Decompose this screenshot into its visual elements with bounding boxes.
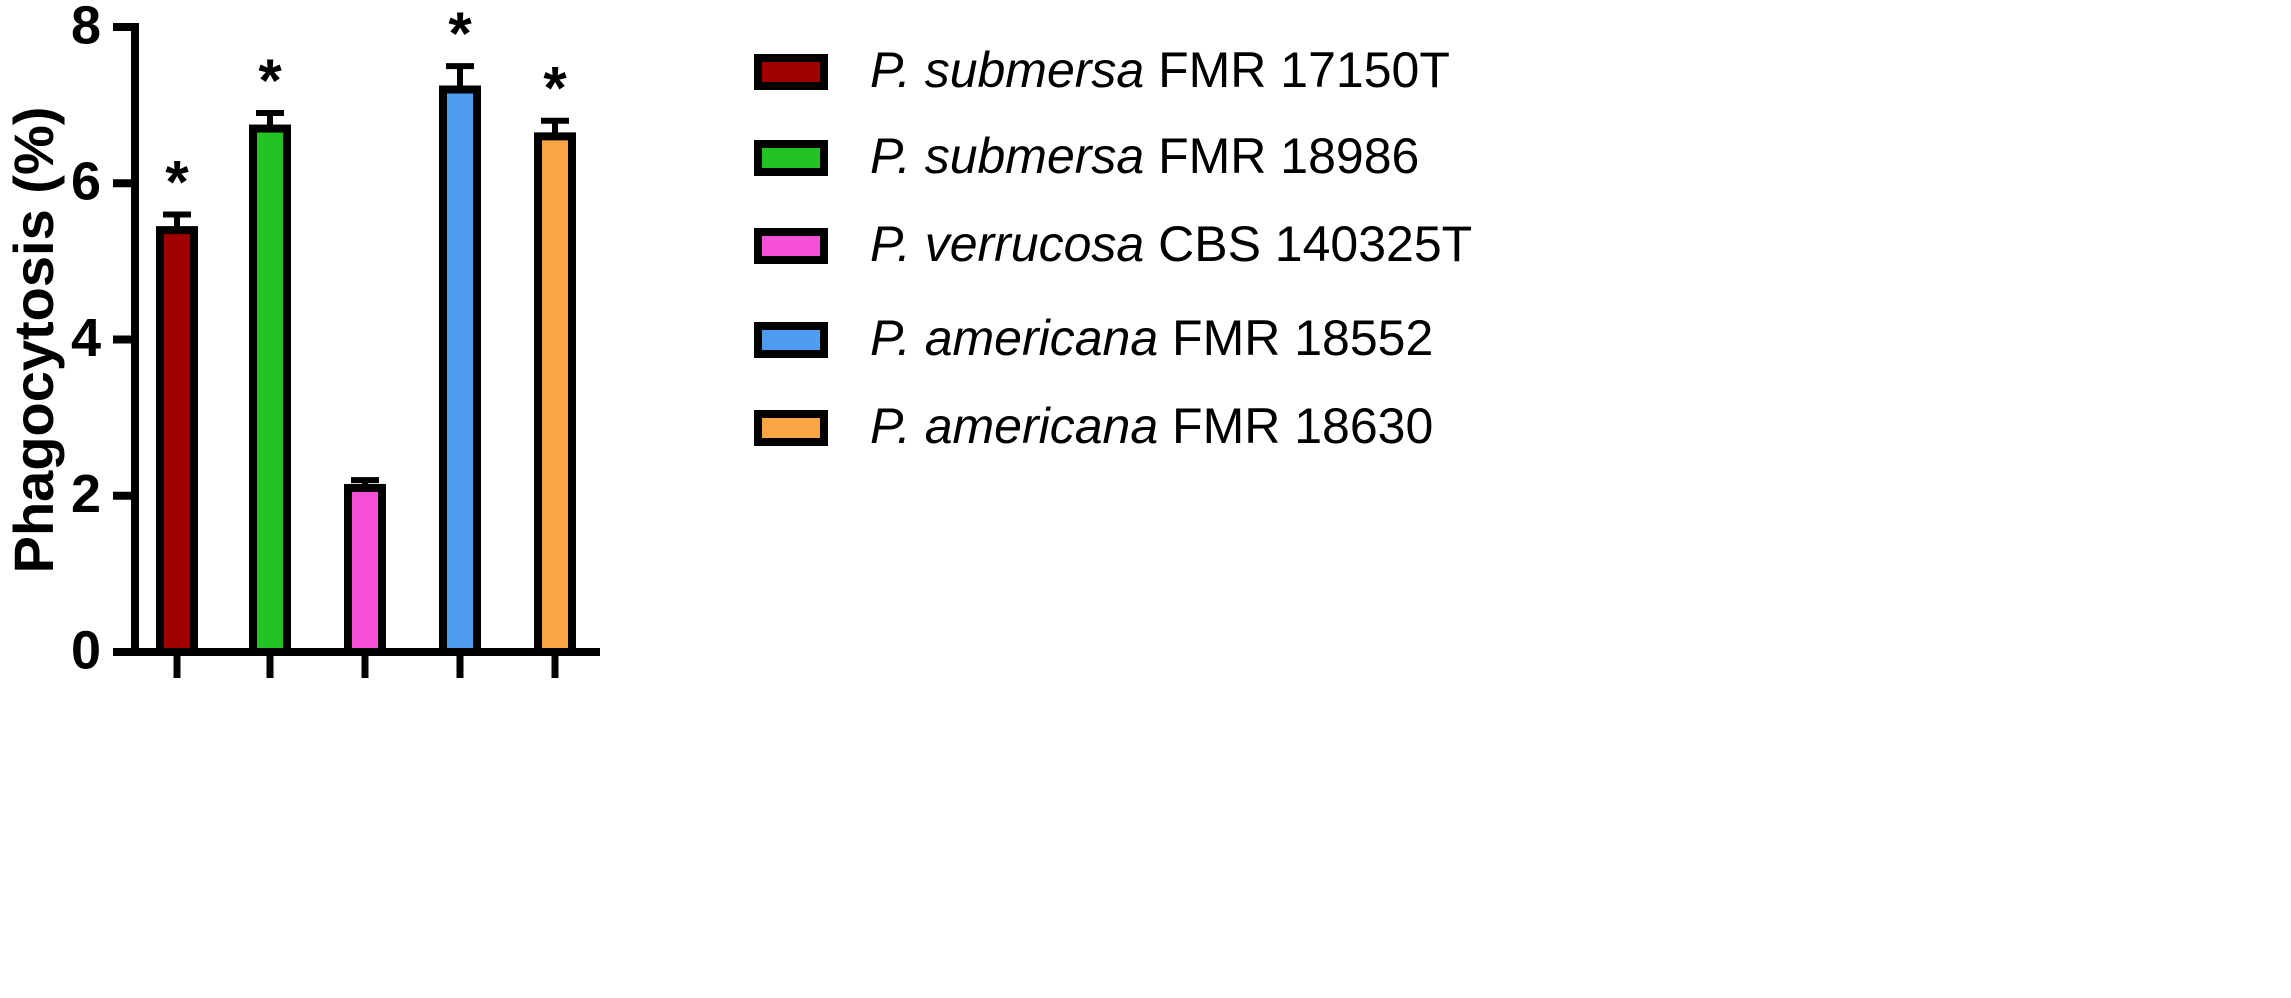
legend-swatch: [754, 410, 828, 446]
significance-mark: *: [448, 0, 472, 67]
legend-swatch: [754, 54, 828, 90]
y-tick-label: 8: [71, 0, 101, 55]
legend-label: P. submersa FMR 17150T: [870, 42, 1450, 98]
y-axis-label: Phagocytosis (%): [2, 107, 65, 574]
legend-label: P. submersa FMR 18986: [870, 128, 1419, 184]
significance-mark: *: [165, 148, 189, 215]
legend-swatch: [754, 322, 828, 358]
legend-swatch: [754, 140, 828, 176]
legend-swatch: [754, 228, 828, 264]
bar: [249, 124, 291, 656]
legend-label: P. verrucosa CBS 140325T: [870, 216, 1472, 272]
y-tick-label: 2: [71, 464, 101, 524]
bar: [156, 226, 198, 656]
y-tick-label: 4: [71, 308, 101, 368]
significance-mark: *: [258, 47, 282, 114]
y-tick-label: 6: [71, 152, 101, 212]
bar: [534, 132, 576, 656]
bar: [439, 85, 481, 656]
y-tick-label: 0: [71, 620, 101, 680]
legend-label: P. americana FMR 18630: [870, 398, 1433, 454]
significance-mark: *: [543, 55, 567, 122]
bar: [344, 483, 386, 656]
legend-label: P. americana FMR 18552: [870, 310, 1433, 366]
